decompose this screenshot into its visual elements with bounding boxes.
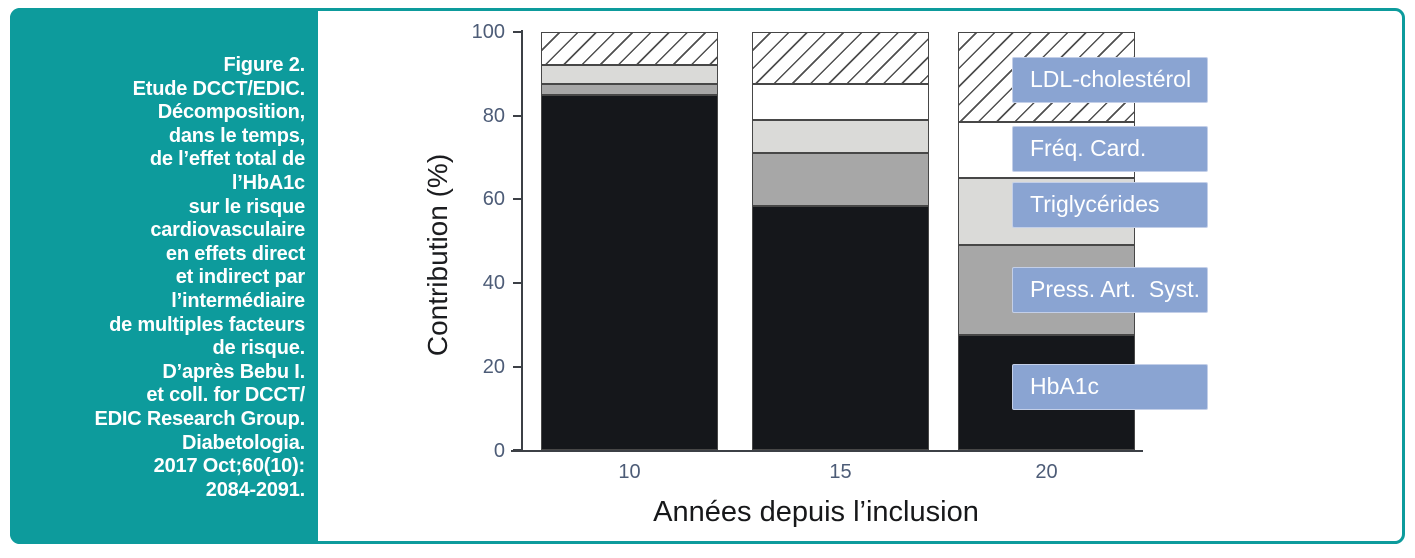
y-tick-mark <box>513 365 523 368</box>
caption-line: Décomposition, <box>157 101 305 124</box>
legend-label-fr-q-card: Fréq. Card. <box>1012 126 1208 172</box>
bar-segment-triglyc-rides-year-10 <box>541 65 718 85</box>
caption-line: EDIC Research Group. <box>94 407 305 430</box>
bar-segment-hba1c-year-15 <box>752 205 929 451</box>
y-tick-label: 0 <box>493 439 505 462</box>
x-axis-title: Années depuis l’inclusion <box>653 496 979 528</box>
y-tick-mark <box>513 282 523 285</box>
caption-line: en effets direct <box>165 242 305 265</box>
x-tick-label: 10 <box>618 461 641 483</box>
caption-line: dans le temps, <box>168 124 305 147</box>
y-tick-label: 60 <box>482 188 505 211</box>
caption-line: 2084-2091. <box>205 478 305 501</box>
caption-line: Etude DCCT/EDIC. <box>132 77 306 100</box>
caption-line: Figure 2. <box>223 54 305 76</box>
y-tick-mark <box>513 198 523 201</box>
bar-segment-hba1c-year-10 <box>541 94 718 451</box>
caption-line: de l’effet total de <box>149 148 305 171</box>
legend-label-hba1c: HbA1c <box>1012 364 1208 410</box>
caption-line: sur le risque <box>188 195 306 218</box>
bar-segment-press-art-syst-year-15 <box>752 153 929 206</box>
caption-line: D’après Bebu I. <box>162 360 305 383</box>
x-axis-line <box>511 449 1143 452</box>
caption-line: l’intermédiaire <box>171 289 305 312</box>
caption-line: de risque. <box>212 337 306 360</box>
caption-line: Diabetologia. <box>182 431 305 454</box>
bar-segment-ldl-cholest-rol-year-15 <box>752 32 929 85</box>
caption-line: et coll. for DCCT/ <box>146 384 305 407</box>
figure-caption-sidebar: Figure 2. Etude DCCT/EDIC. Décomposition, d… <box>10 8 318 544</box>
x-tick-label: 15 <box>829 461 852 483</box>
figure-caption-text: Figure 2. Etude DCCT/EDIC. Décomposition, d… <box>18 54 305 502</box>
caption-line: 2017 Oct;60(10): <box>153 455 306 478</box>
caption-line: de multiples facteurs <box>109 313 305 336</box>
legend-label-press-art-syst: Press. Art. Syst. <box>1012 267 1208 313</box>
caption-line: l’HbA1c <box>231 171 305 194</box>
legend-label-ldl-cholest-rol: LDL-cholestérol <box>1012 57 1208 103</box>
y-axis-line <box>521 30 524 452</box>
legend-label-triglyc-rides: Triglycérides <box>1012 182 1208 228</box>
y-tick-label: 80 <box>482 104 505 127</box>
y-tick-mark <box>513 114 523 117</box>
bar-segment-press-art-syst-year-10 <box>541 84 718 95</box>
y-tick-label: 100 <box>471 21 505 43</box>
y-tick-label: 40 <box>482 272 505 295</box>
y-tick-label: 20 <box>482 355 505 378</box>
caption-line: et indirect par <box>175 266 305 289</box>
bar-segment-triglyc-rides-year-15 <box>752 119 929 154</box>
y-tick-mark <box>513 30 523 34</box>
bar-segment-ldl-cholest-rol-year-10 <box>541 32 718 66</box>
x-tick-label: 20 <box>1035 461 1058 483</box>
bar-segment-fr-q-card-year-15 <box>752 84 929 120</box>
caption-line: cardiovasculaire <box>150 219 305 242</box>
y-tick-mark <box>513 449 523 452</box>
